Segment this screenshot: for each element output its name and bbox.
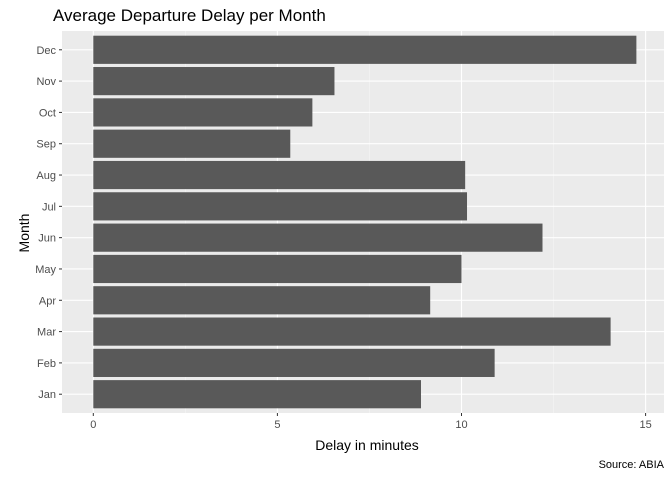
bar-jan: [93, 380, 421, 409]
x-tick-label: 15: [639, 419, 651, 431]
y-tick-label: Jun: [38, 233, 56, 245]
y-tick-label: May: [35, 264, 56, 276]
x-axis-label: Delay in minutes: [315, 437, 419, 453]
y-tick-label: Mar: [37, 327, 56, 339]
chart-caption: Source: ABIA: [598, 459, 664, 471]
bar-jun: [93, 223, 543, 252]
y-tick-label: Apr: [39, 295, 56, 307]
x-tick-label: 0: [90, 419, 96, 431]
bar-mar: [93, 317, 611, 346]
y-tick-label: Sep: [36, 139, 56, 151]
bar-apr: [93, 286, 431, 315]
bar-aug: [93, 160, 466, 190]
x-tick-label: 10: [455, 419, 467, 431]
bar-oct: [93, 98, 313, 127]
bar-sep: [93, 129, 291, 158]
y-tick-label: Nov: [36, 76, 56, 88]
bar-feb: [93, 348, 495, 377]
bar-nov: [93, 67, 335, 96]
y-tick-label: Aug: [36, 170, 56, 182]
bar-may: [93, 254, 462, 284]
y-tick-label: Jul: [42, 201, 56, 213]
y-tick-label: Oct: [39, 107, 56, 119]
bar-jul: [93, 192, 468, 221]
y-tick-label: Feb: [37, 358, 56, 370]
chart-title: Average Departure Delay per Month: [53, 6, 326, 25]
y-tick-label: Jan: [38, 389, 56, 401]
bar-dec: [93, 35, 637, 64]
y-tick-label: Dec: [36, 45, 56, 57]
x-tick-label: 5: [274, 419, 280, 431]
